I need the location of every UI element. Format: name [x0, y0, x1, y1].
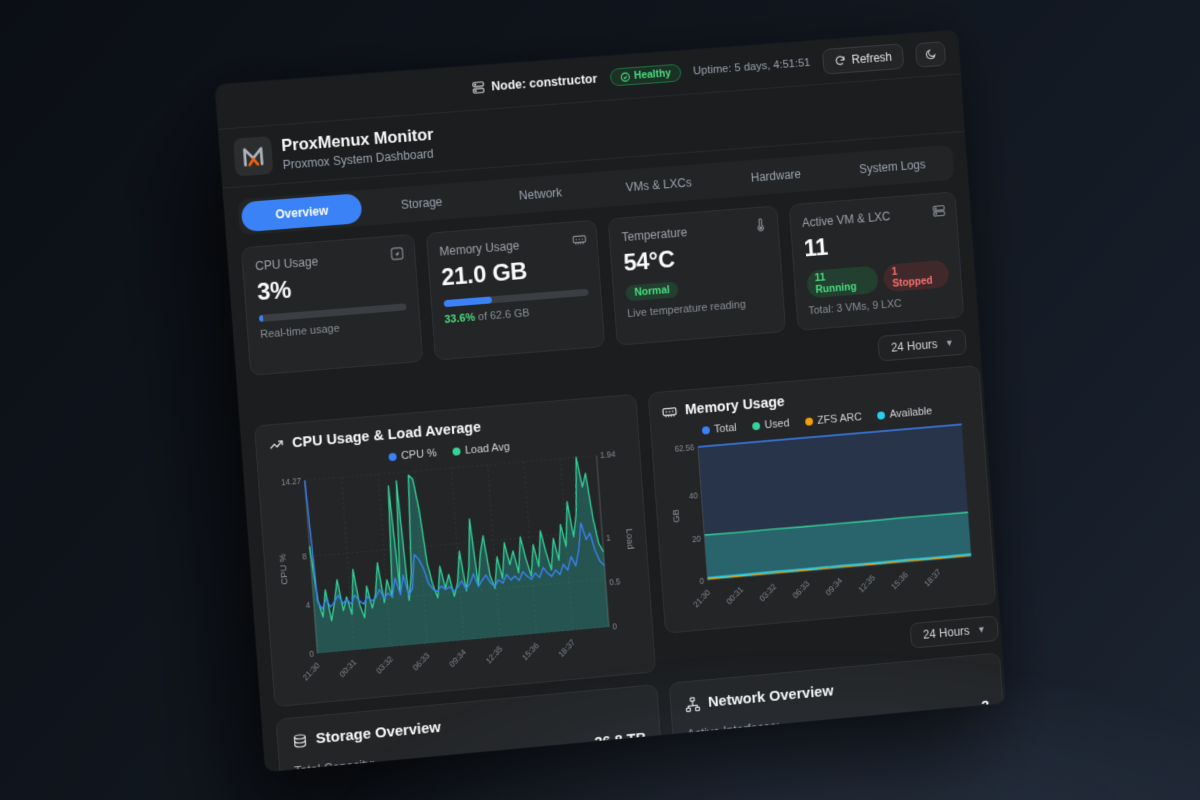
svg-text:62.56: 62.56 [674, 442, 695, 454]
memory-usage-card: Memory Usage 21.0 GB 33.6% of 62.6 GB [425, 220, 605, 361]
refresh-button[interactable]: Refresh [822, 43, 904, 74]
hard-drive-icon [291, 732, 308, 749]
svg-text:06:33: 06:33 [411, 651, 431, 673]
logo-m-icon [240, 143, 266, 169]
svg-text:0.5: 0.5 [609, 577, 621, 587]
tab-vms-lxcs[interactable]: VMs & LXCs [599, 166, 719, 205]
network-overview-panel: Network Overview Active Interfaces: 2 vm… [669, 652, 1006, 772]
svg-text:0: 0 [309, 649, 314, 659]
memory-icon [571, 231, 587, 250]
network-time-range-select[interactable]: 24 Hours ▼ [910, 615, 999, 648]
legend-item: Used [752, 417, 790, 432]
svg-text:09:34: 09:34 [823, 575, 844, 597]
running-badge: 11 Running [806, 265, 879, 298]
time-range-select[interactable]: 24 Hours ▼ [878, 329, 967, 362]
storage-panel-header: Storage Overview [291, 700, 644, 750]
uptime-text: Uptime: 5 days, 4:51:51 [693, 57, 811, 77]
gauge-icon [389, 246, 405, 265]
left-column: CPU Usage & Load Average CPU % Load Avg 0… [254, 394, 664, 772]
tilted-scene: Node: constructor Healthy Uptime: 5 days… [215, 30, 1005, 772]
network-icon [684, 695, 701, 712]
svg-text:1: 1 [606, 534, 611, 544]
memory-caption: 33.6% of 62.6 GB [444, 302, 590, 326]
vm-badges: 11 Running 1 Stopped [806, 260, 950, 299]
refresh-icon [834, 54, 846, 67]
svg-text:21:30: 21:30 [301, 661, 322, 683]
tab-network[interactable]: Network [480, 175, 601, 214]
cpu-load-chart-card: CPU Usage & Load Average CPU % Load Avg 0… [254, 394, 656, 707]
svg-text:14.27: 14.27 [281, 477, 302, 488]
svg-text:GB: GB [671, 509, 682, 523]
svg-text:CPU %: CPU % [278, 553, 290, 585]
chevron-down-icon: ▼ [977, 624, 986, 635]
chevron-down-icon: ▼ [945, 338, 954, 348]
svg-text:18:37: 18:37 [557, 637, 577, 659]
cpu-value: 3% [256, 268, 405, 308]
svg-text:4: 4 [305, 601, 310, 611]
dashboard-content: Overview Storage Network VMs & LXCs Hardware… [223, 132, 1006, 772]
temperature-card: Temperature 54°C Normal Live temperature… [608, 205, 786, 345]
temperature-status-badge: Normal [625, 281, 679, 301]
svg-text:21:30: 21:30 [691, 587, 712, 609]
svg-text:12:35: 12:35 [856, 572, 877, 594]
svg-text:03:32: 03:32 [375, 654, 395, 676]
interface-badge[interactable]: vmbr0 [689, 760, 745, 772]
cpu-usage-card: CPU Usage 3% Real-time usage [241, 234, 423, 376]
proxmenux-logo [233, 136, 274, 177]
svg-text:15:36: 15:36 [521, 641, 541, 663]
memory-chart: 0 20 40 62.56 21:30 00:31 03:32 06:33 09:34 12:35… [664, 416, 983, 617]
svg-text:06:33: 06:33 [790, 578, 811, 600]
memory-icon [661, 403, 678, 420]
node-label: Node: constructor [491, 72, 598, 94]
svg-text:8: 8 [302, 552, 307, 562]
svg-text:09:34: 09:34 [448, 647, 468, 669]
header-titles: ProxMenux Monitor Proxmox System Dashboa… [281, 125, 436, 171]
thermometer-icon [752, 217, 768, 236]
svg-text:Load: Load [625, 528, 636, 550]
svg-text:03:32: 03:32 [757, 581, 778, 603]
theme-toggle-button[interactable] [915, 41, 946, 68]
svg-text:00:31: 00:31 [724, 584, 745, 606]
check-circle-icon [619, 71, 630, 83]
memory-chart-card: Memory Usage Total Used ZFS ARC Available 0… [648, 365, 997, 634]
svg-text:1.94: 1.94 [600, 450, 616, 460]
divider [688, 726, 990, 756]
interface-badges: vmbr0 [689, 736, 993, 772]
stopped-badge: 1 Stopped [882, 260, 949, 293]
svg-text:40: 40 [689, 490, 699, 501]
vm-count-value: 11 [803, 225, 947, 264]
legend-item: Total [701, 422, 737, 437]
charts-grid: CPU Usage & Load Average CPU % Load Avg 0… [254, 366, 997, 772]
memory-value: 21.0 GB [440, 253, 587, 292]
moon-icon [924, 47, 937, 61]
svg-text:18:37: 18:37 [922, 566, 943, 588]
server-stack-icon [931, 203, 947, 222]
tab-system-logs[interactable]: System Logs [833, 148, 951, 186]
server-icon [471, 80, 486, 95]
active-vm-lxc-card: Active VM & LXC 11 11 Running 1 Stopped … [788, 191, 964, 331]
node-indicator: Node: constructor [471, 72, 597, 95]
right-column: Memory Usage Total Used ZFS ARC Available 0… [648, 365, 1006, 772]
dashboard-window: Node: constructor Healthy Uptime: 5 days… [215, 30, 1005, 772]
svg-text:00:31: 00:31 [338, 657, 358, 679]
tab-overview[interactable]: Overview [241, 193, 363, 232]
cpu-load-chart: 0 4 8 14.27 0 0.5 1 1.94 21:30 00:31 03:32 06:33 09:… [271, 445, 643, 690]
health-status-badge: Healthy [609, 64, 681, 87]
trending-up-icon [268, 436, 285, 453]
svg-text:0: 0 [612, 622, 617, 632]
svg-text:12:35: 12:35 [484, 644, 504, 666]
svg-text:0: 0 [699, 576, 704, 586]
temperature-value: 54°C [623, 239, 769, 278]
tab-storage[interactable]: Storage [361, 184, 482, 223]
tab-hardware[interactable]: Hardware [716, 157, 835, 195]
svg-text:15:36: 15:36 [889, 569, 910, 591]
svg-text:20: 20 [692, 533, 702, 544]
